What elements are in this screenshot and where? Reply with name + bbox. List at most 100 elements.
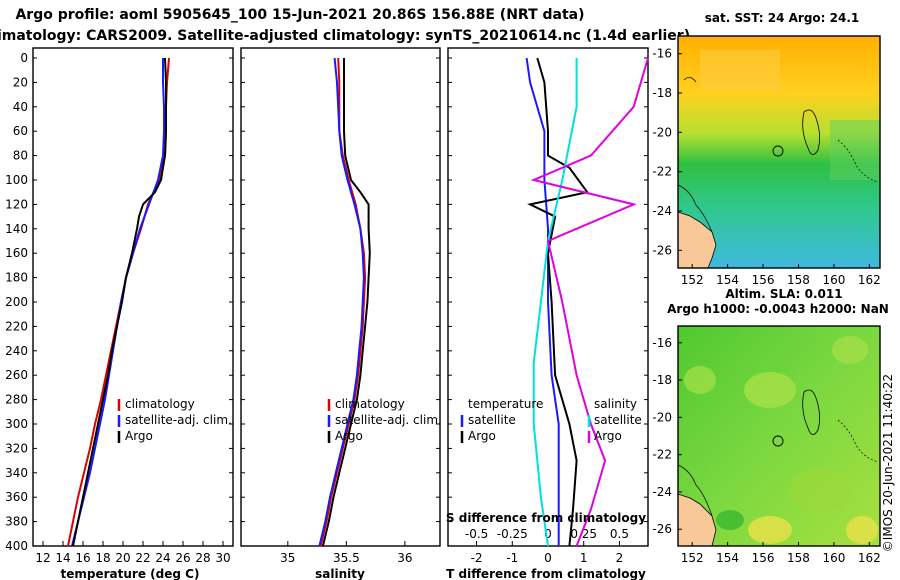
sst-map-y-axis: -16 -18 -20 -22 -24 -26	[652, 47, 682, 257]
temperature-x-label: temperature (deg C)	[61, 567, 200, 580]
sla-map-frame	[677, 325, 881, 547]
map-x-tick-label: 162	[858, 273, 881, 287]
salinity-panel	[240, 47, 441, 547]
depth-tick-label: 300	[5, 417, 28, 431]
legend-title-salinity: salinity	[594, 397, 637, 411]
x-tick-label: 26	[175, 551, 190, 565]
map-y-tick-label: -16	[652, 47, 672, 61]
legend-label-satellite: satellite-adj. clim.	[125, 413, 232, 427]
legend-label-climatology: climatology	[335, 397, 405, 411]
sst-patch	[830, 120, 880, 180]
depth-tick-label: 240	[5, 344, 28, 358]
depth-tick-label: 280	[5, 393, 28, 407]
x-tick-label: 20	[115, 551, 130, 565]
x-tick-label: 16	[75, 551, 90, 565]
sla-map-x-axis: 152 154 156 158 160 162	[681, 542, 881, 565]
sst-contour-dashed	[837, 139, 879, 183]
x-tick-label: 0	[544, 551, 552, 565]
depth-tick-label: 160	[5, 246, 28, 260]
series-line-climatology	[319, 57, 367, 547]
series-line-argo	[321, 58, 371, 547]
sst-map-x-axis: 152 154 156 158 160 162	[681, 264, 881, 287]
legend-title-temperature: temperature	[468, 397, 543, 411]
x-tick-label: 18	[95, 551, 110, 565]
map-x-tick-label: 158	[787, 273, 810, 287]
map-x-tick-label: 156	[752, 551, 775, 565]
x-tick-label: 28	[195, 551, 210, 565]
temperature-legend: climatology satellite-adj. clim. Argo	[117, 397, 232, 443]
map-x-tick-label: 152	[681, 273, 704, 287]
series-line-s-argo	[530, 57, 649, 547]
x-tick-label: 36	[397, 551, 412, 565]
depth-tick-label: 400	[5, 539, 28, 553]
argo-position-marker	[772, 145, 784, 157]
depth-tick-label: 80	[13, 149, 28, 163]
depth-tick-label: 380	[5, 515, 28, 529]
temperature-panel	[32, 47, 234, 547]
sla-anomaly	[716, 510, 744, 530]
s-tick-label: 0.25	[570, 527, 597, 541]
depth-tick-label: 60	[13, 124, 28, 138]
series-line-t-satellite	[525, 57, 560, 546]
depth-tick-label: 20	[13, 75, 28, 89]
difference-legend: temperature satellite Argo salinity sate…	[460, 397, 642, 443]
map-y-tick-label: -26	[652, 522, 672, 536]
sla-map	[677, 325, 881, 547]
map-y-tick-label: -18	[652, 86, 672, 100]
s-tick-label: 0	[544, 527, 552, 541]
depth-tick-label: 220	[5, 319, 28, 333]
map-x-tick-label: 158	[787, 551, 810, 565]
map-x-tick-label: 156	[752, 273, 775, 287]
temperature-lines	[67, 57, 170, 547]
title-line1: Argo profile: aoml 5905645_100 15-Jun-20…	[15, 7, 584, 23]
map-y-tick-label: -26	[652, 243, 672, 257]
t-difference-x-axis: -2 -1 0 1 2	[471, 541, 623, 565]
s-tick-label: 0.5	[610, 527, 629, 541]
salinity-lines	[318, 57, 371, 547]
series-line-satellite-adj-clim-	[318, 57, 365, 547]
x-tick-label: -1	[506, 551, 518, 565]
map-x-tick-label: 154	[716, 273, 739, 287]
x-tick-label: 22	[135, 551, 150, 565]
sla-anomaly	[744, 372, 796, 408]
x-tick-label: 30	[215, 551, 230, 565]
x-tick-label: 1	[580, 551, 588, 565]
series-line-argo	[72, 57, 167, 547]
sla-anomaly	[684, 366, 716, 394]
difference-lines	[525, 57, 649, 547]
map-x-tick-label: 154	[716, 551, 739, 565]
t-difference-x-label: T difference from climatology	[446, 567, 646, 580]
map-x-tick-label: 162	[858, 551, 881, 565]
sst-warm-patch	[700, 50, 780, 90]
series-line-satellite-adj-clim-	[71, 58, 165, 547]
sla-anomaly	[846, 516, 878, 544]
depth-tick-label: 260	[5, 368, 28, 382]
series-line-climatology	[67, 57, 170, 547]
temperature-x-axis: 12 14 16 18 20 22 24 26 28 30	[35, 541, 231, 565]
x-tick-label: -2	[471, 551, 483, 565]
sst-map	[677, 35, 881, 269]
depth-tick-label: 360	[5, 490, 28, 504]
sla-anomaly	[790, 468, 850, 512]
series-line-s-satellite	[532, 58, 578, 547]
legend-label-satellite: satellite-adj. clim.	[335, 413, 442, 427]
sst-reef-contour	[802, 109, 820, 155]
depth-tick-label: 140	[5, 222, 28, 236]
map-y-tick-label: -22	[652, 448, 672, 462]
depth-tick-label: 40	[13, 100, 28, 114]
s-difference-x-axis: -0.5 -0.25 0 0.25 0.5	[465, 527, 629, 541]
depth-tick-label: 180	[5, 271, 28, 285]
imos-credit: ©IMOS 20-Jun-2021 11:40:22	[881, 374, 895, 552]
depth-tick-label: 340	[5, 466, 28, 480]
sst-contour	[683, 77, 697, 83]
sla-anomaly	[832, 336, 868, 364]
salinity-x-label: salinity	[315, 567, 365, 580]
x-tick-label: 14	[55, 551, 70, 565]
map-y-tick-label: -22	[652, 165, 672, 179]
title-line2: Climatology: CARS2009. Satellite-adjuste…	[0, 28, 690, 44]
s-tick-label: -0.5	[465, 527, 488, 541]
map-y-tick-label: -24	[652, 204, 672, 218]
legend-label-argo: Argo	[335, 429, 363, 443]
legend-label-s-satellite: satellite	[594, 413, 642, 427]
map-x-tick-label: 160	[822, 551, 845, 565]
